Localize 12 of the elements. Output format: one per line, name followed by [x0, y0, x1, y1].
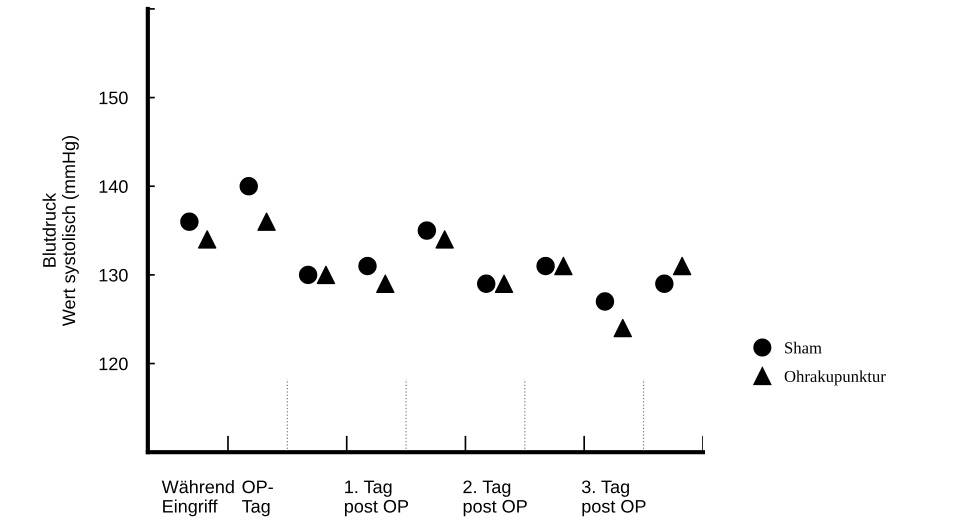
x-tick-label: 2. Tag post OP — [463, 480, 527, 516]
y-tick-label: 130 — [100, 268, 128, 282]
legend-label: Sham — [785, 342, 822, 354]
y-axis-title: Blutdruck Wert systolisch (mmHg) — [42, 136, 79, 326]
x-tick-label: 3. Tag post OP — [582, 480, 646, 516]
y-tick-label: 150 — [100, 92, 128, 104]
x-tick-label: 1. Tag post OP — [344, 480, 408, 516]
y-tick-label: 120 — [100, 357, 128, 370]
y-tick-label: 140 — [100, 180, 128, 193]
legend-label: Ohrakupunktur — [784, 370, 886, 386]
x-tick-label: OP- Tag — [242, 480, 273, 516]
x-tick-label: Während Eingriff — [162, 480, 234, 516]
